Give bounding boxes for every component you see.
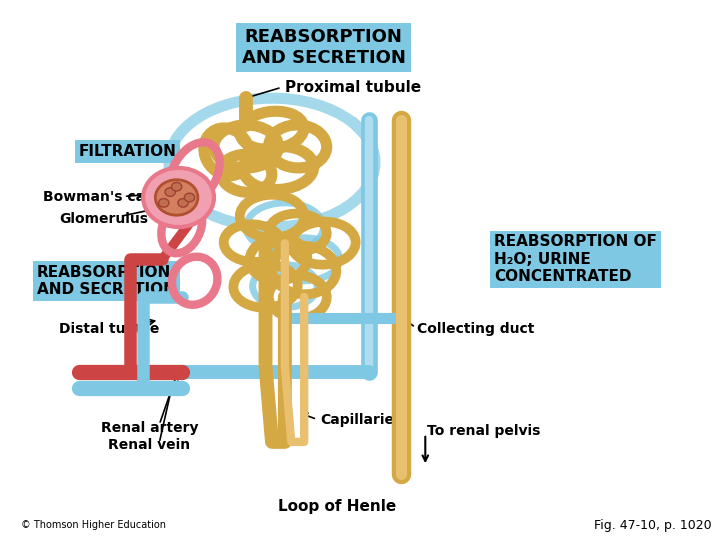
Text: REABSORPTION
AND SECRETION: REABSORPTION AND SECRETION xyxy=(242,28,405,67)
Circle shape xyxy=(171,183,181,191)
Circle shape xyxy=(165,188,176,197)
Text: FILTRATION: FILTRATION xyxy=(78,144,176,159)
Text: Capillaries: Capillaries xyxy=(320,414,402,428)
Circle shape xyxy=(184,193,194,202)
Text: © Thomson Higher Education: © Thomson Higher Education xyxy=(21,520,166,530)
Text: Bowman's capsule: Bowman's capsule xyxy=(43,191,187,205)
Text: Collecting duct: Collecting duct xyxy=(417,322,534,336)
Circle shape xyxy=(143,168,214,227)
Text: Proximal tubule: Proximal tubule xyxy=(285,80,421,95)
Text: Glomerulus: Glomerulus xyxy=(59,212,148,226)
Text: Loop of Henle: Loop of Henle xyxy=(279,499,397,514)
Circle shape xyxy=(156,180,198,215)
Text: REABSORPTION OF
H₂O; URINE
CONCENTRATED: REABSORPTION OF H₂O; URINE CONCENTRATED xyxy=(494,234,657,284)
Circle shape xyxy=(178,199,188,207)
Text: Fig. 47-10, p. 1020: Fig. 47-10, p. 1020 xyxy=(594,519,711,532)
Text: REABSORPTION
AND SECRETION: REABSORPTION AND SECRETION xyxy=(37,265,176,297)
Circle shape xyxy=(158,199,169,207)
Text: Renal artery: Renal artery xyxy=(102,422,199,435)
Text: Distal tubule: Distal tubule xyxy=(59,322,160,336)
Text: To renal pelvis: To renal pelvis xyxy=(426,424,540,438)
Text: Renal vein: Renal vein xyxy=(108,437,190,451)
